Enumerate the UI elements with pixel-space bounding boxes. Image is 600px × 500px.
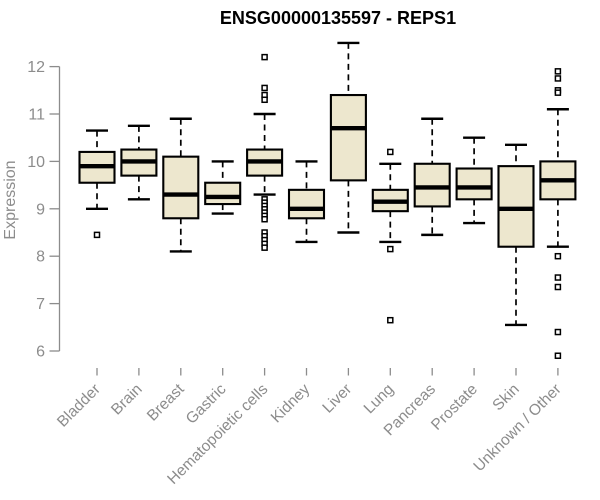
outlier-point bbox=[554, 75, 562, 82]
outlier-point bbox=[554, 68, 562, 75]
box-group bbox=[371, 148, 409, 324]
outlier-point bbox=[554, 328, 562, 336]
y-tick-label: 8 bbox=[36, 249, 45, 266]
iqr-box bbox=[413, 162, 451, 208]
outlier-point bbox=[93, 231, 101, 239]
y-tick-label: 7 bbox=[36, 296, 45, 313]
iqr-box bbox=[497, 165, 535, 248]
box-group bbox=[539, 68, 577, 359]
x-tick-label: Skin bbox=[489, 381, 522, 414]
iqr-box bbox=[204, 181, 242, 206]
outlier-point bbox=[261, 244, 268, 251]
iqr-box bbox=[455, 167, 493, 201]
y-tick-label: 9 bbox=[36, 201, 45, 218]
outlier-point bbox=[261, 84, 268, 92]
chart-title: ENSG00000135597 - REPS1 bbox=[219, 8, 457, 28]
y-tick-label: 10 bbox=[27, 154, 45, 171]
x-tick-label: Prostate bbox=[428, 381, 481, 434]
outlier-point bbox=[554, 352, 562, 359]
outlier-point bbox=[554, 89, 562, 96]
y-tick-label: 12 bbox=[27, 59, 45, 76]
box-group bbox=[78, 129, 116, 239]
iqr-box bbox=[287, 188, 326, 220]
box-group bbox=[246, 53, 284, 251]
outlier-point bbox=[387, 316, 394, 324]
x-tick-label: Lung bbox=[361, 381, 397, 417]
box-group bbox=[329, 41, 367, 234]
outlier-point bbox=[261, 96, 268, 104]
outlier-point bbox=[554, 274, 562, 281]
x-tick-label: Brain bbox=[108, 381, 146, 419]
outlier-point bbox=[261, 53, 268, 61]
iqr-box bbox=[162, 155, 200, 220]
outlier-point bbox=[554, 252, 562, 260]
x-tick-label: Bladder bbox=[54, 381, 104, 431]
outlier-point bbox=[554, 283, 562, 291]
box-group bbox=[120, 124, 158, 201]
box-group bbox=[162, 117, 200, 253]
iqr-box bbox=[329, 93, 367, 182]
x-tick-label: Breast bbox=[144, 380, 188, 424]
y-tick-label: 11 bbox=[28, 107, 45, 124]
x-tick-label: Kidney bbox=[268, 381, 314, 427]
outlier-point bbox=[261, 215, 268, 223]
x-tick-label: Liver bbox=[319, 381, 355, 417]
outlier-point bbox=[387, 148, 394, 156]
box-group bbox=[287, 160, 326, 244]
y-tick-label: 6 bbox=[36, 344, 45, 361]
y-axis-title: Expression bbox=[2, 160, 19, 239]
box-group bbox=[497, 143, 535, 327]
box-group bbox=[455, 136, 493, 225]
box-group bbox=[413, 117, 451, 237]
box-group bbox=[204, 160, 242, 215]
outlier-point bbox=[387, 245, 394, 253]
